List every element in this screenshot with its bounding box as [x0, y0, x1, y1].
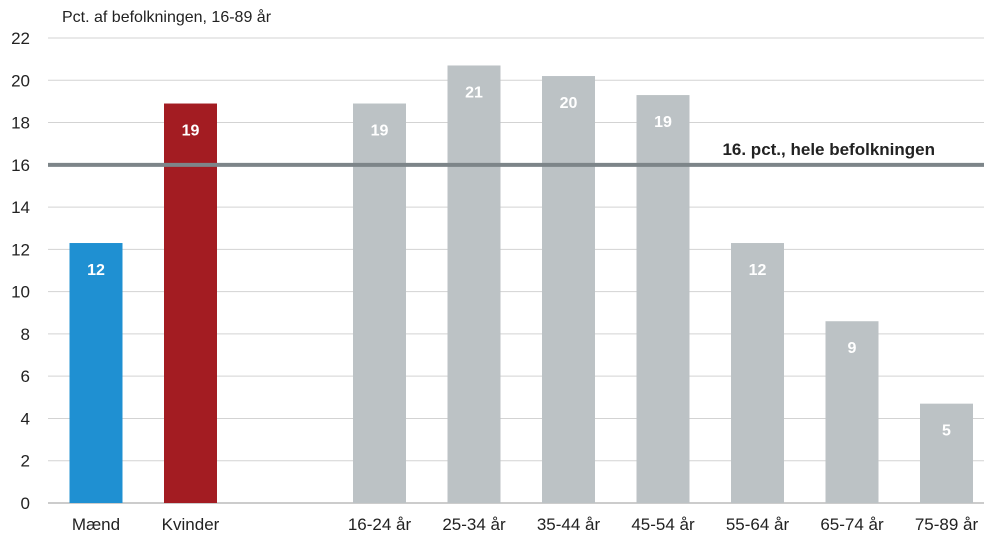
y-axis-ticks: 0 2 4 6 8 10 12 14 16 18 20 22	[11, 29, 30, 513]
y-tick-label: 20	[11, 71, 30, 90]
y-tick-label: 4	[21, 409, 30, 428]
y-tick-label: 10	[11, 283, 30, 302]
data-label: 5	[942, 423, 951, 440]
data-label: 19	[654, 114, 672, 131]
y-tick-label: 22	[11, 29, 30, 48]
data-label: 19	[182, 123, 200, 140]
data-label: 9	[848, 340, 857, 357]
x-tick-label: 65-74 år	[820, 515, 884, 534]
x-tick-label: 45-54 år	[631, 515, 695, 534]
bar	[731, 243, 784, 504]
bar	[164, 103, 217, 503]
data-label: 12	[749, 262, 767, 279]
y-tick-label: 16	[11, 156, 30, 175]
bar	[636, 95, 690, 504]
x-axis-labels: Mænd Kvinder 16-24 år 25-34 år 35-44 år 45-54…	[72, 515, 979, 534]
y-tick-label: 8	[21, 325, 30, 344]
data-label: 20	[560, 95, 578, 112]
bar	[69, 243, 123, 504]
bar	[920, 403, 973, 503]
x-tick-label: Kvinder	[162, 515, 220, 534]
bar	[447, 65, 501, 504]
data-label: 21	[465, 84, 483, 101]
reference-line-group: 16. pct., hele befolkningen	[48, 140, 984, 167]
data-label: 12	[87, 262, 105, 279]
y-tick-label: 2	[21, 452, 30, 471]
x-tick-label: 25-34 år	[442, 515, 506, 534]
x-tick-label: 75-89 år	[915, 515, 979, 534]
reference-line-label: 16. pct., hele befolkningen	[722, 140, 935, 159]
data-label: 19	[371, 123, 389, 140]
bar	[542, 76, 595, 503]
y-tick-label: 0	[21, 494, 30, 513]
y-tick-label: 18	[11, 114, 30, 133]
x-tick-label: 16-24 år	[348, 515, 412, 534]
bars: 12 19 19 21 20 19 12 9 5	[69, 65, 973, 504]
y-tick-label: 14	[11, 198, 30, 217]
y-tick-label: 6	[21, 367, 30, 386]
y-tick-label: 12	[11, 240, 30, 259]
y-axis-title: Pct. af befolkningen, 16-89 år	[62, 8, 272, 26]
x-tick-label: 55-64 år	[726, 515, 790, 534]
x-tick-label: Mænd	[72, 515, 120, 534]
bar	[353, 103, 406, 503]
bar	[825, 321, 879, 503]
x-tick-label: 35-44 år	[537, 515, 601, 534]
